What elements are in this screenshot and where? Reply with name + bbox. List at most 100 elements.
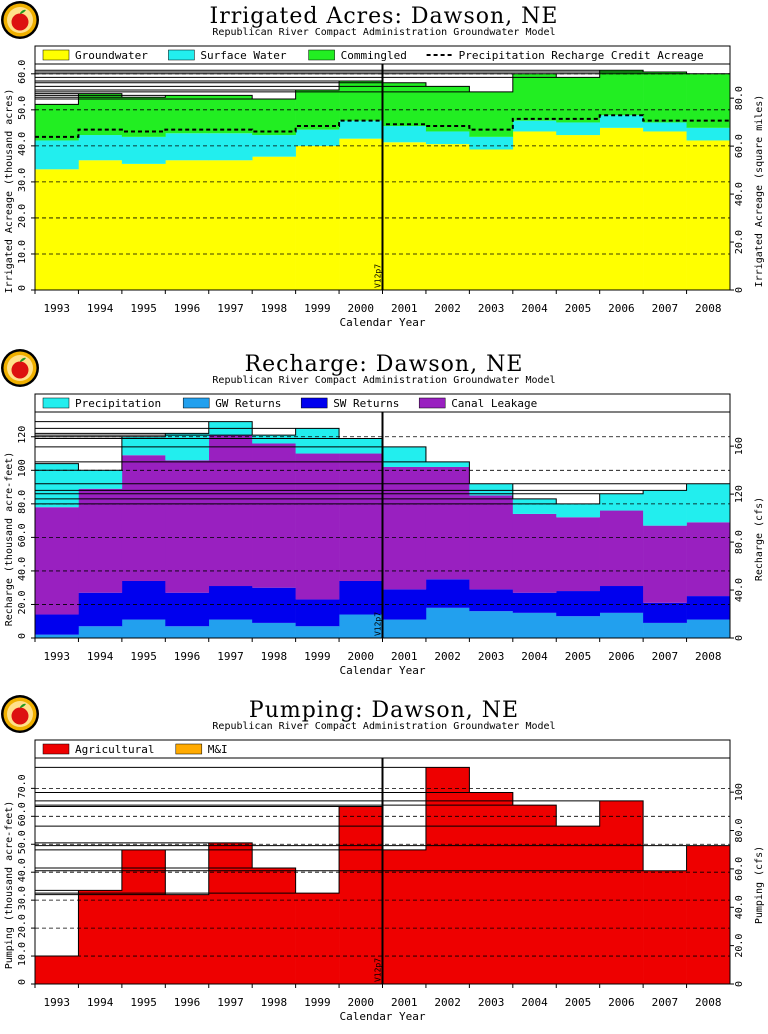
bar-sw-returns-1994 <box>78 592 123 627</box>
bar-canal-leakage-2007 <box>643 525 687 603</box>
bar-agricultural-2000 <box>339 806 383 984</box>
y2-tick-label: 120 <box>734 485 745 503</box>
x-tick-label: 1994 <box>87 650 114 663</box>
x-tick-label: 2002 <box>434 650 461 663</box>
bar-sw-returns-1996 <box>165 592 210 627</box>
bar-groundwater-2006 <box>599 127 644 290</box>
bar-precipitation-1998 <box>252 435 296 444</box>
recharge-title: Recharge: Dawson, NE <box>244 352 524 377</box>
bar-groundwater-2008 <box>686 140 731 290</box>
x-tick-label: 1998 <box>261 302 288 315</box>
x-tick-label: 2005 <box>565 650 592 663</box>
bar-agricultural-1995 <box>121 849 166 984</box>
bar-surface-water-1993 <box>35 140 79 170</box>
bar-gw-returns-2002 <box>425 607 470 638</box>
y2-tick-label: 40.0 <box>734 182 745 206</box>
bar-sw-returns-2007 <box>643 602 687 623</box>
bar-commingled-1995 <box>121 97 166 137</box>
bar-gw-returns-2007 <box>643 622 687 638</box>
bar-agricultural-1996 <box>165 894 210 984</box>
bar-sw-returns-1993 <box>35 614 79 635</box>
y-axis-label: Recharge (thousand acre-feet) <box>4 452 15 627</box>
x-tick-label: 2008 <box>695 302 722 315</box>
x-axis-label: Calendar Year <box>339 1010 425 1023</box>
bar-surface-water-2000 <box>339 120 383 139</box>
version-marker-label: V12p7 <box>374 958 383 982</box>
bar-agricultural-1994 <box>78 890 123 984</box>
x-tick-label: 2000 <box>348 302 375 315</box>
y2-tick-label: 160 <box>734 437 745 455</box>
bar-gw-returns-2000 <box>339 614 383 638</box>
y-tick-label: 80.0 <box>17 490 28 514</box>
x-tick-label: 2002 <box>434 302 461 315</box>
y-tick-label: 20.0 <box>17 914 28 938</box>
legend-label: SW Returns <box>333 397 399 410</box>
bar-canal-leakage-2003 <box>469 495 514 590</box>
y2-tick-label: 80.0 <box>734 86 745 110</box>
bar-agricultural-1997 <box>208 842 253 984</box>
bar-surface-water-1996 <box>165 133 210 161</box>
bar-groundwater-1994 <box>78 160 123 290</box>
bar-commingled-2005 <box>556 77 600 123</box>
bar-agricultural-2006 <box>599 800 644 984</box>
x-tick-label: 1993 <box>43 650 70 663</box>
x-tick-label: 1993 <box>43 302 70 315</box>
legend-swatch <box>182 397 210 409</box>
legend-swatch <box>308 49 335 61</box>
bar-gw-returns-1999 <box>295 626 340 638</box>
irrigated-acres-title: Irrigated Acres: Dawson, NE <box>209 4 559 29</box>
bar-commingled-2008 <box>686 73 731 128</box>
bar-gw-returns-1998 <box>252 622 296 638</box>
bar-gw-returns-1995 <box>121 619 166 638</box>
bar-precipitation-2006 <box>599 493 644 511</box>
bar-precipitation-2000 <box>339 438 383 454</box>
bar-agricultural-2008 <box>686 845 731 984</box>
y-tick-label: 20.0 <box>17 590 28 614</box>
x-tick-label: 2002 <box>434 996 461 1009</box>
recharge-subtitle: Republican River Compact Administration … <box>212 375 556 386</box>
bar-agricultural-2003 <box>469 792 514 984</box>
pumping-chart: 0 10.0 20.0 30.0 40.0 50.0 60.0 70.0 0 20.0 40.0 60… <box>4 739 765 1023</box>
x-tick-label: 2003 <box>478 302 505 315</box>
bar-gw-returns-2003 <box>469 611 514 638</box>
y-tick-label: 50.0 <box>17 96 28 120</box>
bar-commingled-2000 <box>339 81 383 121</box>
y-tick-label: 100 <box>17 459 28 477</box>
x-tick-label: 1996 <box>174 996 201 1009</box>
bar-groundwater-2001 <box>382 142 427 290</box>
bar-groundwater-1996 <box>165 160 210 290</box>
x-tick-label: 2003 <box>478 650 505 663</box>
x-tick-label: 2000 <box>348 996 375 1009</box>
bar-sw-returns-2005 <box>556 591 600 617</box>
x-tick-label: 1999 <box>304 650 331 663</box>
bar-canal-leakage-1997 <box>208 435 253 587</box>
x-tick-label: 1999 <box>304 302 331 315</box>
y-tick-label: 60.0 <box>17 802 28 826</box>
legend-label: Canal Leakage <box>451 397 537 410</box>
y-tick-label: 120 <box>17 426 28 444</box>
legend-swatch <box>300 397 328 409</box>
y2-axis-label: Pumping (cfs) <box>754 846 765 924</box>
apple-logo-icon <box>1 695 39 733</box>
x-tick-label: 1997 <box>217 302 244 315</box>
bar-canal-leakage-1996 <box>165 460 210 593</box>
bar-gw-returns-2005 <box>556 616 600 638</box>
y2-tick-label: 0 <box>734 981 745 987</box>
bar-commingled-2007 <box>643 72 687 123</box>
version-marker-label: V12p7 <box>374 612 383 636</box>
x-tick-label: 2007 <box>652 302 679 315</box>
bar-commingled-1997 <box>208 95 253 134</box>
bar-precipitation-2005 <box>556 503 600 518</box>
pumping-subtitle: Republican River Compact Administration … <box>212 721 556 732</box>
y-tick-label: 0 <box>17 633 28 639</box>
bar-canal-leakage-2008 <box>686 522 731 597</box>
bar-agricultural-2001 <box>382 849 427 984</box>
bar-surface-water-2007 <box>643 122 687 132</box>
x-tick-label: 1998 <box>261 996 288 1009</box>
x-tick-label: 2006 <box>608 650 635 663</box>
pumping-panel: 0 10.0 20.0 30.0 40.0 50.0 60.0 70.0 0 20.0 40.0 60… <box>0 694 768 1034</box>
x-tick-label: 1996 <box>174 650 201 663</box>
legend-swatch <box>42 397 70 409</box>
bar-sw-returns-2003 <box>469 589 514 612</box>
y2-tick-label: 80.0 <box>734 530 745 554</box>
